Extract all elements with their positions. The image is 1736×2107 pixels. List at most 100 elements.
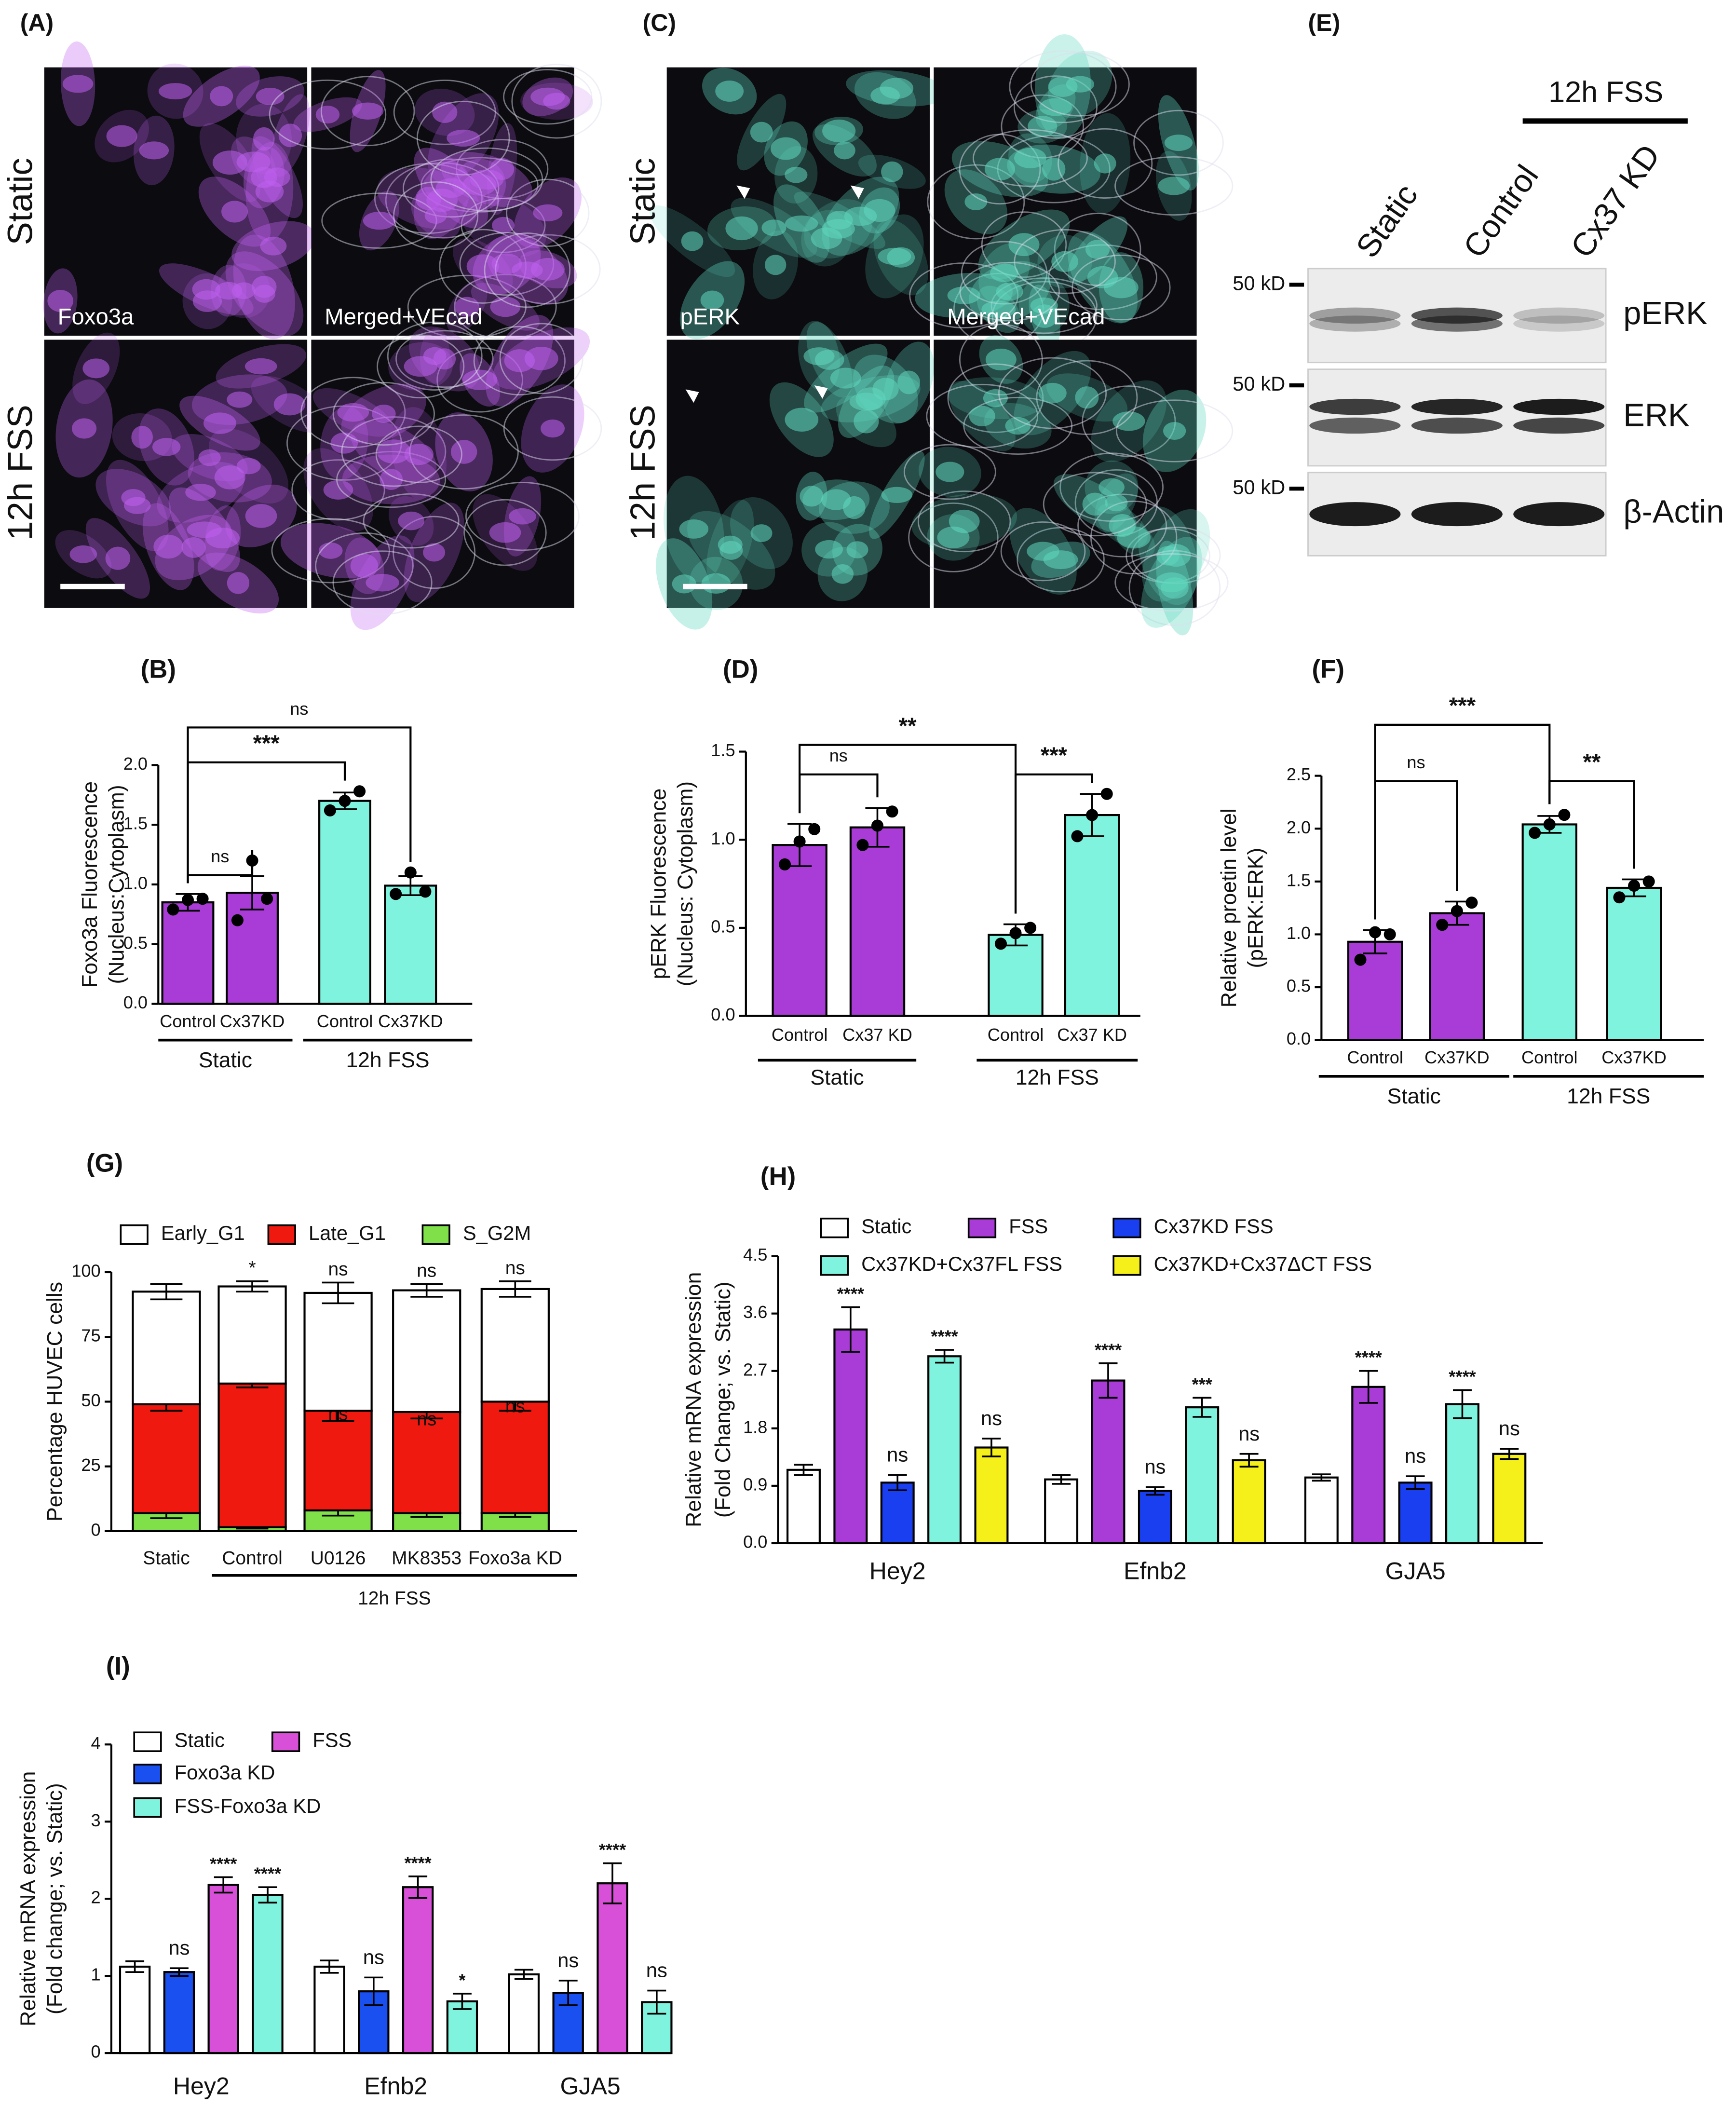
- legend-swatch: [967, 1217, 997, 1238]
- y-tick-label: 0.9: [743, 1474, 767, 1494]
- nucleus: [62, 75, 94, 93]
- nucleus: [949, 509, 980, 533]
- data-point: [1543, 818, 1556, 830]
- bar-segment: [217, 1382, 287, 1528]
- bar: [1064, 814, 1120, 1017]
- x-tick-label: Control: [1521, 1047, 1578, 1067]
- band: [1309, 417, 1401, 434]
- significance-label: ***: [1192, 1374, 1213, 1394]
- nucleus: [1117, 526, 1151, 549]
- nucleus: [1005, 417, 1031, 435]
- band: [1309, 502, 1401, 527]
- y-tick-label: 1: [91, 1965, 101, 1985]
- band: [1411, 502, 1503, 527]
- significance-label: ns: [1405, 1444, 1426, 1467]
- junction: [454, 273, 557, 340]
- nucleus: [71, 418, 97, 439]
- junction: [1133, 109, 1224, 176]
- arrowhead: [685, 389, 699, 403]
- bar: [313, 1965, 345, 2054]
- row-label: 12h FSS: [1, 405, 40, 540]
- significance-label: ****: [1449, 1367, 1476, 1387]
- y-axis-label: Relative proetin level: [1217, 808, 1241, 1007]
- channel-label: Foxo3a: [58, 304, 134, 329]
- bar: [1492, 1453, 1527, 1545]
- nucleus: [1112, 411, 1145, 431]
- nucleus: [1164, 135, 1193, 151]
- group-label: 12h FSS: [346, 1048, 429, 1072]
- data-point: [419, 885, 432, 898]
- nucleus: [878, 247, 911, 265]
- junction: [374, 163, 483, 234]
- bracket: [1548, 780, 1635, 869]
- junction: [959, 261, 1060, 322]
- data-point: [808, 823, 821, 835]
- junction: [463, 499, 547, 566]
- y-tick-label: 75: [81, 1326, 100, 1346]
- nucleus: [815, 540, 843, 559]
- nucleus: [870, 86, 900, 105]
- y-axis-label: pERK Fluorescence: [647, 788, 671, 979]
- junction: [271, 518, 390, 584]
- nucleus: [718, 535, 743, 554]
- significance-label: ns: [646, 1959, 667, 1982]
- nucleus: [834, 141, 855, 160]
- nucleus: [424, 207, 447, 224]
- nucleus: [1155, 572, 1188, 593]
- nucleus: [831, 564, 854, 584]
- nucleus: [398, 511, 425, 530]
- nucleus: [273, 393, 306, 416]
- nucleus: [822, 119, 856, 142]
- nucleus: [679, 519, 709, 539]
- junction: [1014, 229, 1116, 294]
- nucleus: [533, 204, 563, 221]
- nucleus: [512, 261, 543, 279]
- bar-segment: [392, 1289, 461, 1414]
- x-tick-label: GJA5: [560, 2073, 621, 2100]
- y-tick-label: 0: [91, 2042, 101, 2062]
- junction: [1116, 399, 1234, 462]
- lane-label: Cx37 KD: [1564, 138, 1667, 264]
- y-tick-label: 1.0: [711, 829, 735, 848]
- significance-label: ns: [417, 1260, 436, 1281]
- legend-swatch: [820, 1255, 849, 1276]
- nucleus: [700, 290, 724, 310]
- bar: [384, 884, 437, 1005]
- nucleus: [725, 216, 758, 241]
- bar: [1445, 1403, 1479, 1545]
- x-tick-label: Efnb2: [1124, 1557, 1187, 1584]
- nucleus: [822, 219, 855, 239]
- legend-label: Cx37KD+Cx37FL FSS: [861, 1252, 1062, 1275]
- legend-label: FSS-Foxo3a KD: [175, 1794, 321, 1817]
- nucleus: [435, 178, 467, 198]
- junction: [1082, 385, 1176, 457]
- significance-label: ****: [210, 1854, 237, 1874]
- junction: [1058, 128, 1153, 199]
- junction: [1071, 254, 1171, 321]
- significance-label: ****: [404, 1853, 432, 1873]
- nucleus: [198, 449, 221, 466]
- bracket: [1374, 780, 1458, 920]
- legend-label: Cx37KD FSS: [1154, 1215, 1274, 1237]
- data-point: [1354, 953, 1367, 966]
- panel-label: (F): [1312, 655, 1344, 684]
- legend-label: FSS: [1009, 1215, 1048, 1237]
- data-point: [886, 805, 898, 818]
- nucleus: [253, 127, 275, 151]
- y-axis-label: Relative mRNA expression: [682, 1272, 705, 1527]
- nucleus: [996, 282, 1023, 301]
- channel-label: Merged+VEcad: [947, 304, 1105, 329]
- significance-label: ns: [168, 1936, 190, 1959]
- y-tick-label: 1.5: [1287, 870, 1311, 890]
- arrowhead: [736, 185, 750, 199]
- x-tick-label: Static: [143, 1548, 190, 1569]
- nucleus: [1066, 76, 1095, 93]
- nucleus: [244, 358, 277, 375]
- bar: [508, 1973, 540, 2054]
- bar-segment: [480, 1400, 550, 1514]
- junction: [1114, 156, 1234, 216]
- nucleus: [764, 255, 787, 275]
- panel-label: (A): [20, 9, 54, 36]
- nucleus: [187, 521, 222, 538]
